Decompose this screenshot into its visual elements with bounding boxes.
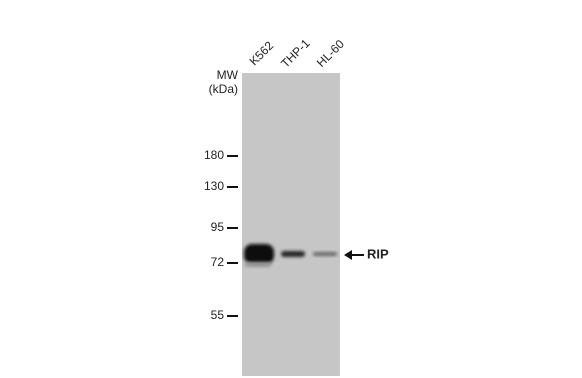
band — [281, 251, 305, 257]
marker-label: 130 — [204, 179, 224, 193]
marker-label: 72 — [211, 255, 225, 269]
lane-label: K562 — [247, 38, 277, 68]
target-label: RIP — [367, 246, 389, 261]
band — [313, 252, 337, 256]
band — [244, 244, 274, 264]
marker-label: 180 — [204, 148, 224, 162]
membrane — [242, 73, 340, 376]
marker-label: 95 — [211, 220, 225, 234]
marker-label: 55 — [211, 308, 225, 322]
band-shadow — [245, 262, 271, 267]
mw-label: (kDa) — [209, 82, 238, 96]
lane-label: THP-1 — [278, 36, 313, 71]
lane-label: HL-60 — [314, 37, 347, 70]
mw-label: MW — [217, 68, 239, 82]
arrow-head — [344, 250, 352, 260]
